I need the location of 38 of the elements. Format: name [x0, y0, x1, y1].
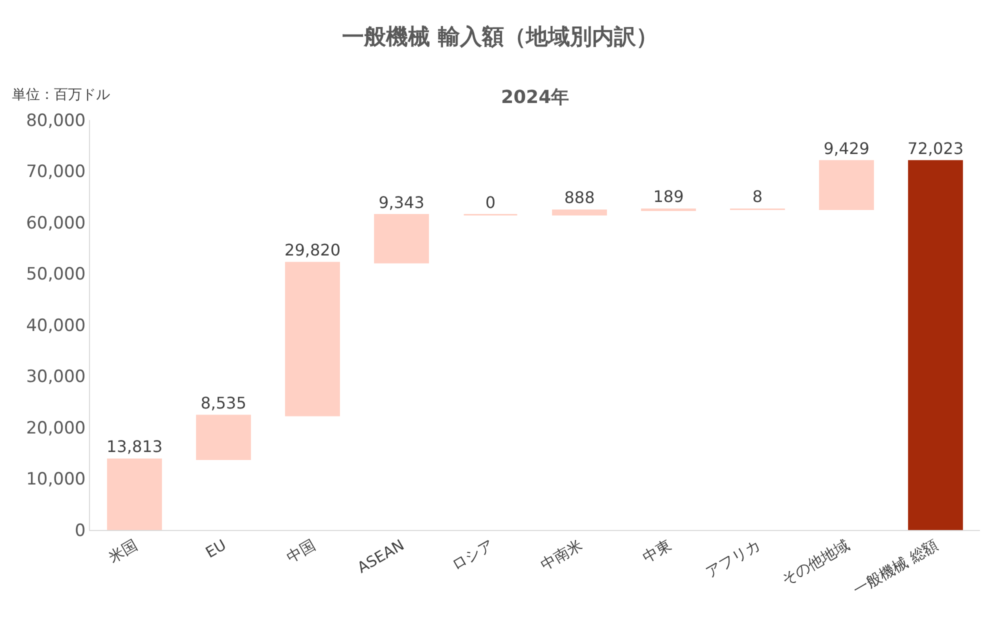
data-label: 9,429 [824, 138, 870, 158]
bar [374, 214, 429, 264]
x-tick-label: アフリカ [702, 536, 764, 582]
x-tick-label: 一般機械 総額 [850, 536, 942, 599]
bar [819, 160, 874, 210]
x-tick-label: ロシア [448, 536, 496, 574]
y-tick-label: 70,000 [26, 162, 86, 182]
y-tick-label: 40,000 [26, 316, 86, 336]
y-tick-label: 0 [74, 520, 86, 541]
text: 単位：百万ドル [12, 87, 110, 103]
bar [107, 458, 162, 530]
bar [552, 209, 607, 216]
data-label: 8 [752, 187, 763, 206]
x-tick-label: その他地域 [778, 536, 852, 589]
x-tick-label: EU [202, 536, 230, 562]
y-tick-label: 20,000 [26, 418, 86, 438]
data-label: 888 [564, 188, 595, 208]
data-label: 72,023 [908, 138, 964, 158]
chart-title: 一般機械 輸入額（地域別内訳） [342, 25, 658, 50]
y-tick-label: 60,000 [26, 213, 86, 234]
data-label: 9,343 [378, 192, 424, 212]
y-tick-label: 80,000 [26, 110, 86, 131]
x-tick-label: 中南米 [537, 536, 586, 574]
y-tick-label: 30,000 [26, 367, 86, 388]
data-label: 0 [485, 192, 496, 212]
bar [285, 262, 340, 416]
y-tick-label: 50,000 [26, 264, 86, 285]
bar [196, 414, 251, 460]
data-label: 29,820 [284, 240, 340, 260]
x-tick-label: 米国 [105, 536, 140, 566]
bar [908, 160, 963, 530]
x-tick-label: 中国 [283, 536, 318, 566]
data-label: 13,813 [106, 437, 162, 456]
chart-subtitle: 2024年 [501, 87, 570, 108]
data-label: 189 [653, 187, 684, 206]
x-tick-label: 中東 [639, 536, 674, 566]
y-tick-label: 10,000 [26, 470, 86, 490]
data-label: 8,535 [200, 393, 246, 412]
